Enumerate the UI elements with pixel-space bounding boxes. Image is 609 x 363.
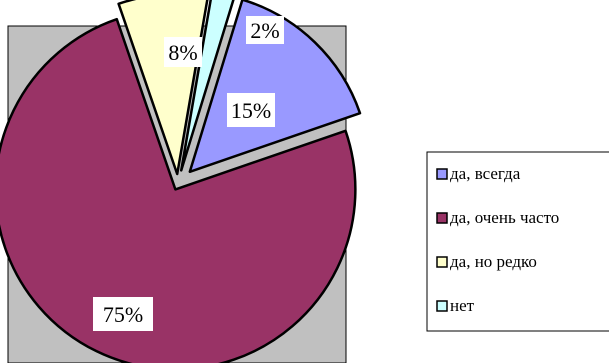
- legend-item-1: да, всегда: [436, 164, 521, 183]
- legend-item-3: да, но редко: [436, 252, 537, 271]
- legend-label: да, всегда: [450, 164, 521, 183]
- legend-swatch: [436, 168, 448, 180]
- legend-label: да, очень часто: [450, 208, 559, 227]
- pie-slice-1: [188, 0, 362, 174]
- legend-label: нет: [450, 296, 475, 315]
- pie-slice-2: [0, 17, 357, 363]
- pie-slice-4: [179, 0, 235, 172]
- legend-item-4: нет: [436, 296, 475, 315]
- legend: да, всегда да, очень часто да, но редко нет: [426, 151, 609, 332]
- data-label-background: [227, 93, 275, 127]
- legend-swatch: [436, 212, 448, 224]
- data-label-background: [246, 16, 284, 44]
- data-label-background: [164, 37, 202, 67]
- data-label-background: [93, 297, 153, 331]
- data-label-3: 8%: [164, 37, 202, 67]
- data-label-4: 2%: [246, 16, 284, 44]
- data-label-2: 75%: [93, 297, 153, 331]
- data-labels: 15% 75% 8% 2%: [93, 16, 284, 331]
- pie-slices: [0, 0, 362, 363]
- data-label-text: 2%: [250, 18, 279, 43]
- legend-box: [426, 151, 609, 332]
- data-label-text: 75%: [103, 302, 143, 327]
- data-label-1: 15%: [227, 93, 275, 127]
- legend-swatch: [436, 256, 448, 268]
- legend-item-2: да, очень часто: [436, 208, 559, 227]
- data-label-text: 8%: [168, 40, 197, 65]
- data-label-text: 15%: [231, 98, 271, 123]
- legend-label: да, но редко: [450, 252, 537, 271]
- legend-swatch: [436, 300, 448, 312]
